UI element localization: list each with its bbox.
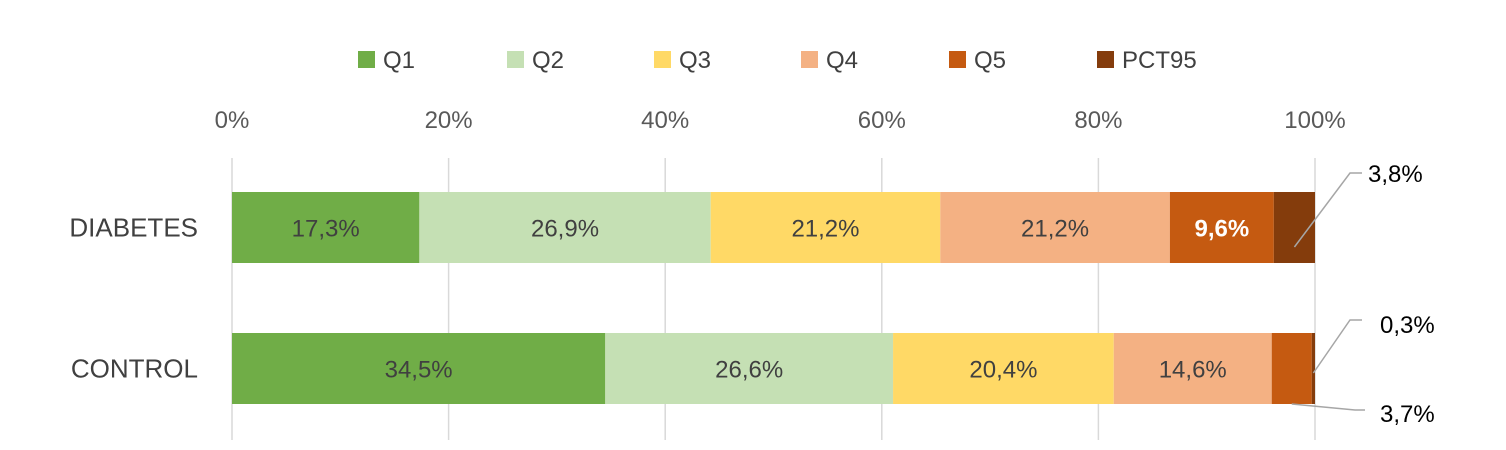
data-label: 26,9% (531, 216, 599, 243)
x-axis-ticks: 0% 20% 40% 60% 80% 100% (215, 107, 1346, 134)
x-tick-label: 40% (641, 107, 689, 134)
legend: Q1 Q2 Q3 Q4 Q5 PCT95 (358, 47, 1197, 74)
data-label: 34,5% (385, 357, 453, 384)
legend-swatch (801, 51, 818, 68)
legend-swatch (358, 51, 375, 68)
bar-segment (232, 333, 606, 404)
data-label: 20,4% (969, 357, 1037, 384)
bar-segment (1311, 333, 1315, 404)
data-label: 21,2% (791, 216, 859, 243)
data-label: 21,2% (1021, 216, 1089, 243)
leader-line (1291, 403, 1365, 411)
data-label: 17,3% (292, 216, 360, 243)
category-labels: DIABETES CONTROL (69, 213, 198, 384)
data-label: 26,6% (715, 357, 783, 384)
bar-segment (1113, 333, 1272, 404)
legend-label: Q2 (532, 47, 564, 74)
data-label: 14,6% (1159, 357, 1227, 384)
callouts: 3,8% 0,3% 3,7% (1291, 161, 1435, 428)
legend-swatch (949, 51, 966, 68)
legend-label: Q1 (383, 47, 415, 74)
callout-label: 3,8% (1368, 161, 1423, 188)
x-tick-label: 80% (1074, 107, 1122, 134)
legend-swatch (1097, 51, 1114, 68)
bar-segment (605, 333, 894, 404)
bar-segment (232, 192, 420, 263)
x-tick-label: 60% (858, 107, 906, 134)
legend-label: Q4 (826, 47, 858, 74)
x-tick-label: 100% (1284, 107, 1345, 134)
callout-label: 3,7% (1380, 401, 1435, 428)
legend-swatch (507, 51, 524, 68)
category-label: DIABETES (69, 213, 198, 243)
leader-line (1312, 319, 1362, 374)
bar-segment (940, 192, 1170, 263)
callout-label: 0,3% (1380, 312, 1435, 339)
x-tick-label: 20% (425, 107, 473, 134)
bar-segment (893, 333, 1114, 404)
legend-label: PCT95 (1122, 47, 1197, 74)
category-label: CONTROL (71, 354, 198, 384)
bars: 17,3% 26,9% 21,2% 21,2% 9,6% 34,5% 26,6% 20,4% 1… (232, 192, 1315, 404)
x-tick-label: 0% (215, 107, 250, 134)
bar-segment (1169, 192, 1274, 263)
legend-label: Q3 (679, 47, 711, 74)
data-label: 9,6% (1195, 216, 1250, 243)
leader-line (1293, 172, 1362, 248)
bar-segment (419, 192, 711, 263)
bar-segment (1271, 333, 1312, 404)
legend-swatch (654, 51, 671, 68)
legend-label: Q5 (974, 47, 1006, 74)
bar-segment (710, 192, 941, 263)
